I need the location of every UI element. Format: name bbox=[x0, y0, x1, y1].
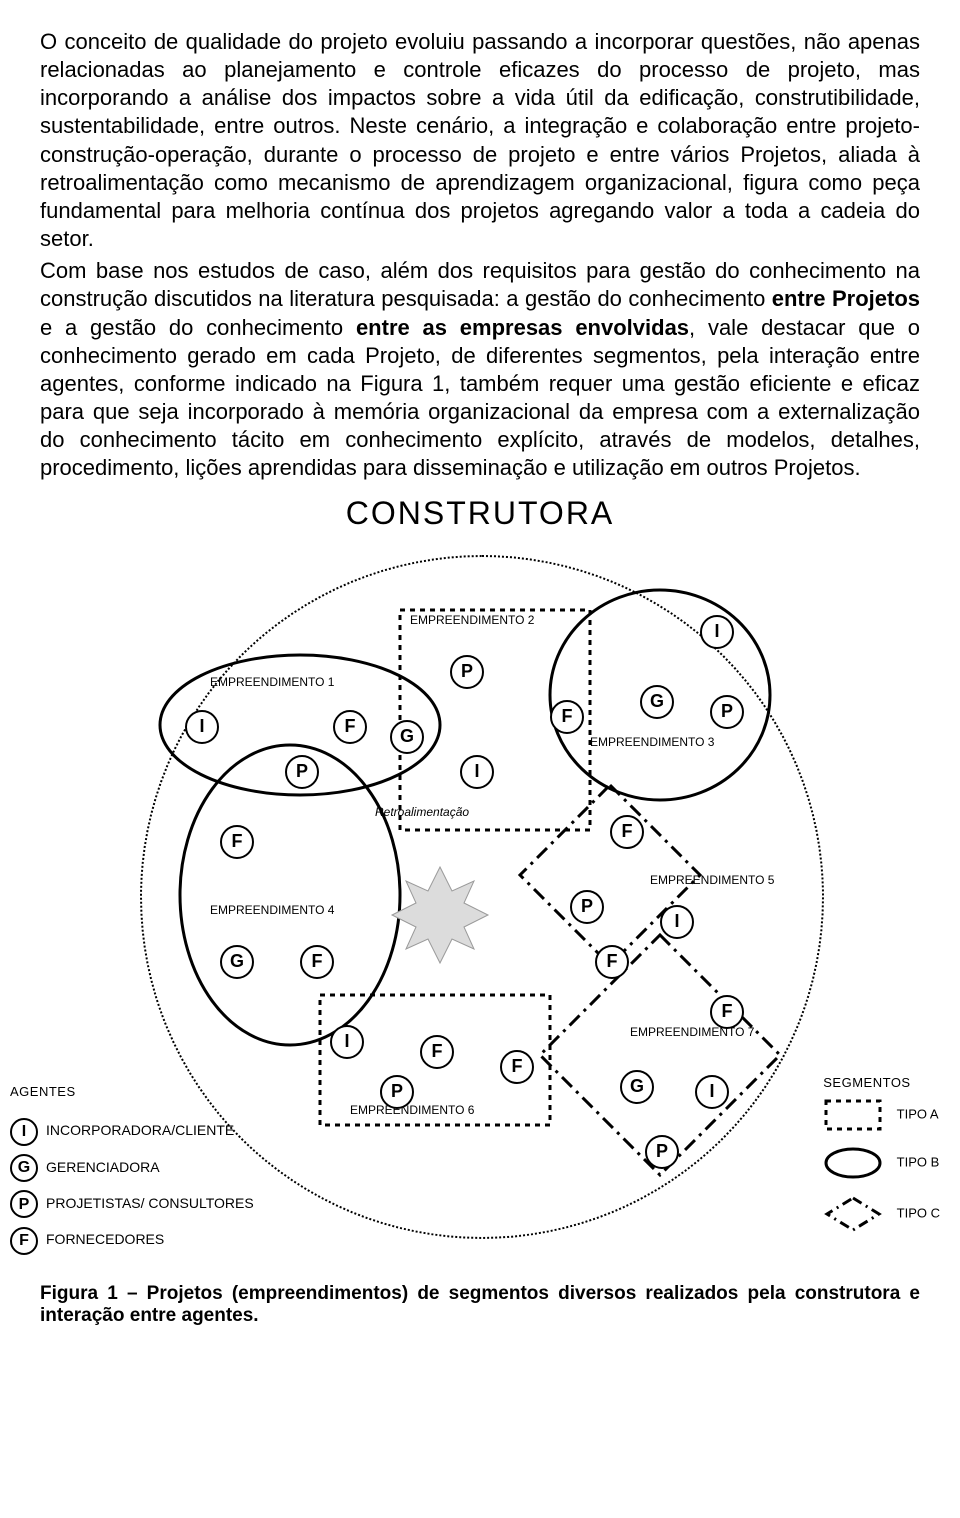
label-emp1: EMPREENDIMENTO 1 bbox=[210, 675, 334, 689]
p2-bold-2: entre as empresas envolvidas bbox=[356, 315, 689, 340]
page-root: O conceito de qualidade do projeto evolu… bbox=[0, 0, 960, 1370]
legend-agent-g: G GERENCIADORA bbox=[10, 1149, 254, 1185]
agent-node-f-21: F bbox=[710, 995, 744, 1029]
figure-caption: Figura 1 – Projetos (empreendimentos) de… bbox=[40, 1283, 920, 1327]
legend-agent-p-label: PROJETISTAS/ CONSULTORES bbox=[46, 1195, 254, 1211]
agent-icon-g: G bbox=[10, 1154, 38, 1182]
agent-node-p-19: P bbox=[380, 1075, 414, 1109]
shape-emp4 bbox=[180, 745, 400, 1045]
legend-agent-i: I INCORPORADORA/CLIENTE bbox=[10, 1112, 254, 1148]
label-emp4: EMPREENDIMENTO 4 bbox=[210, 903, 334, 917]
legend-seg-b-label: TIPO B bbox=[897, 1154, 940, 1169]
agent-node-i-0: I bbox=[185, 710, 219, 744]
segment-icon-a bbox=[823, 1098, 883, 1132]
agent-node-f-12: F bbox=[300, 945, 334, 979]
agent-node-i-7: I bbox=[700, 615, 734, 649]
agent-node-f-18: F bbox=[420, 1035, 454, 1069]
agent-icon-p: P bbox=[10, 1190, 38, 1218]
legend-seg-a-label: TIPO A bbox=[897, 1106, 939, 1121]
agent-node-f-10: F bbox=[220, 825, 254, 859]
legend-seg-c-label: TIPO C bbox=[897, 1205, 940, 1220]
figure-1: CONSTRUTORA EMPREENDIMENTO 1 EM bbox=[40, 495, 920, 1275]
label-emp3: EMPREENDIMENTO 3 bbox=[590, 735, 714, 749]
agent-node-f-1: F bbox=[333, 710, 367, 744]
agent-node-p-3: P bbox=[285, 755, 319, 789]
label-emp7: EMPREENDIMENTO 7 bbox=[630, 1025, 754, 1039]
legend-segments: SEGMENTOS TIPO A TIPO B TIPO C bbox=[823, 1075, 940, 1234]
agent-node-p-24: P bbox=[645, 1135, 679, 1169]
agent-node-i-5: I bbox=[460, 755, 494, 789]
legend-agents: AGENTES I INCORPORADORA/CLIENTE G GERENCIA… bbox=[10, 1075, 254, 1258]
agent-node-p-9: P bbox=[710, 695, 744, 729]
legend-seg-b: TIPO B bbox=[823, 1146, 940, 1180]
legend-agents-title: AGENTES bbox=[10, 1075, 254, 1109]
agent-node-i-23: I bbox=[695, 1075, 729, 1109]
agent-node-g-11: G bbox=[220, 945, 254, 979]
agent-node-p-15: P bbox=[570, 890, 604, 924]
legend-agent-g-label: GERENCIADORA bbox=[46, 1159, 160, 1175]
segment-icon-c bbox=[823, 1194, 883, 1234]
label-emp6: EMPREENDIMENTO 6 bbox=[350, 1103, 474, 1117]
agent-node-f-20: F bbox=[500, 1050, 534, 1084]
agent-icon-i: I bbox=[10, 1118, 38, 1146]
agent-node-g-8: G bbox=[640, 685, 674, 719]
segment-icon-b bbox=[823, 1146, 883, 1180]
label-retro: Retroalimentação bbox=[375, 805, 469, 819]
agent-node-f-14: F bbox=[610, 815, 644, 849]
agent-icon-f: F bbox=[10, 1227, 38, 1255]
starburst-icon bbox=[392, 867, 488, 963]
legend-seg-a: TIPO A bbox=[823, 1098, 940, 1132]
legend-agent-f-label: FORNECEDORES bbox=[46, 1231, 164, 1247]
p2-bold-1: entre Projetos bbox=[772, 286, 920, 311]
legend-seg-c: TIPO C bbox=[823, 1194, 940, 1234]
agent-node-g-22: G bbox=[620, 1070, 654, 1104]
agent-node-g-2: G bbox=[390, 720, 424, 754]
agent-node-f-6: F bbox=[550, 700, 584, 734]
agent-node-p-4: P bbox=[450, 655, 484, 689]
label-emp5: EMPREENDIMENTO 5 bbox=[650, 873, 774, 887]
paragraph-2: Com base nos estudos de caso, além dos r… bbox=[40, 257, 920, 482]
paragraph-1: O conceito de qualidade do projeto evolu… bbox=[40, 28, 920, 253]
p2-run2: e a gestão do conhecimento bbox=[40, 315, 356, 340]
agent-node-i-16: I bbox=[660, 905, 694, 939]
agent-node-f-17: F bbox=[595, 945, 629, 979]
legend-agent-p: P PROJETISTAS/ CONSULTORES bbox=[10, 1185, 254, 1221]
legend-segments-title: SEGMENTOS bbox=[823, 1075, 940, 1090]
label-emp2: EMPREENDIMENTO 2 bbox=[410, 613, 534, 627]
legend-agent-i-label: INCORPORADORA/CLIENTE bbox=[46, 1122, 234, 1138]
agent-node-i-13: I bbox=[330, 1025, 364, 1059]
legend-agent-f: F FORNECEDORES bbox=[10, 1221, 254, 1257]
